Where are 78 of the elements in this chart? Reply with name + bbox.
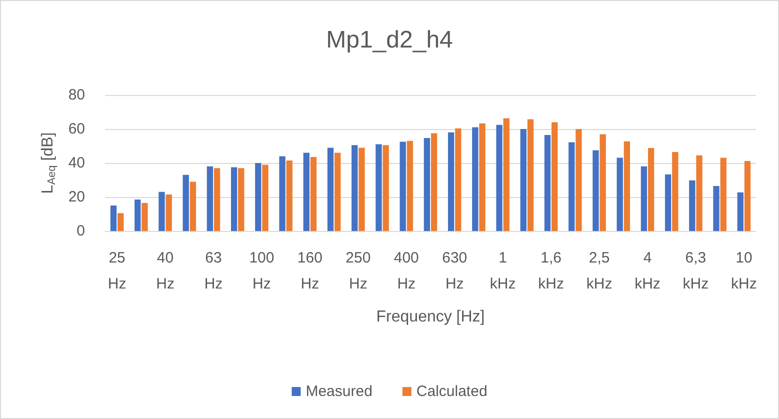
x-tick-label: 63 Hz (204, 250, 223, 292)
bar (648, 148, 654, 231)
bar (134, 200, 141, 231)
bar (400, 142, 406, 231)
y-axis-title: LAeq [dB] (39, 132, 58, 194)
chart-title: Mp1_d2_h4 (326, 26, 453, 54)
bar (214, 168, 220, 231)
bar (568, 142, 575, 231)
x-tick-label: 25 Hz (108, 250, 126, 292)
bar (503, 118, 510, 231)
bar (190, 182, 196, 231)
x-tick-label: 1 kHz (490, 250, 516, 292)
bar (664, 174, 672, 231)
bar (472, 127, 478, 231)
bar (689, 180, 696, 231)
bar (382, 145, 389, 231)
bar (448, 132, 454, 231)
y-tick-label: 0 (76, 222, 85, 240)
bar (206, 166, 214, 231)
bar (527, 119, 534, 231)
bar (576, 129, 582, 231)
bar (430, 133, 438, 231)
bar (455, 128, 462, 231)
bar (720, 158, 726, 231)
bar (496, 124, 502, 231)
legend-label: Measured (306, 383, 372, 400)
bar (238, 168, 244, 231)
bar (158, 192, 165, 231)
bar (334, 152, 341, 231)
x-tick-label: 1,6 kHz (538, 250, 564, 292)
y-tick-label: 80 (68, 86, 85, 104)
bar (230, 167, 238, 231)
x-tick-label: 100 Hz (249, 250, 274, 292)
x-tick-label: 400 Hz (394, 250, 419, 292)
bar (327, 148, 334, 231)
bar (616, 158, 623, 231)
x-tick-label: 250 Hz (346, 250, 371, 292)
bar (600, 134, 606, 231)
legend-label: Calculated (416, 383, 488, 400)
bar (552, 122, 558, 231)
bar (142, 202, 148, 231)
x-tick-label: 6,3 kHz (682, 250, 709, 292)
y-tick-label: 40 (68, 154, 85, 172)
bar (624, 141, 630, 231)
x-tick-label: 40 Hz (156, 250, 174, 292)
bar (376, 144, 382, 231)
bar (640, 166, 648, 231)
x-axis-title: Frequency [Hz] (376, 308, 485, 326)
bar (118, 213, 124, 231)
bar (110, 206, 117, 231)
bar (352, 145, 358, 231)
bar (262, 164, 268, 231)
bar (182, 174, 189, 231)
bar (279, 156, 286, 231)
bar (166, 194, 172, 231)
x-tick-label: 630 Hz (442, 250, 468, 292)
bar (672, 152, 678, 231)
x-tick-label: 2,5 kHz (586, 250, 612, 292)
bar (744, 160, 751, 231)
bar (713, 186, 720, 231)
bar (479, 123, 486, 231)
bar (255, 163, 262, 231)
bar (310, 157, 317, 231)
bar (286, 160, 292, 231)
bar (737, 192, 744, 231)
x-tick-label: 160 Hz (297, 250, 322, 292)
bar (544, 134, 551, 231)
bar (303, 152, 310, 231)
bar (696, 155, 702, 231)
bar (520, 129, 526, 231)
bar (592, 150, 599, 231)
y-tick-label: 60 (68, 120, 85, 138)
bar (424, 138, 430, 231)
bar (406, 140, 414, 231)
x-tick-label: 4 kHz (634, 250, 660, 292)
bar (358, 148, 365, 231)
x-tick-label: 10 kHz (731, 250, 757, 292)
y-tick-label: 20 (68, 188, 85, 206)
